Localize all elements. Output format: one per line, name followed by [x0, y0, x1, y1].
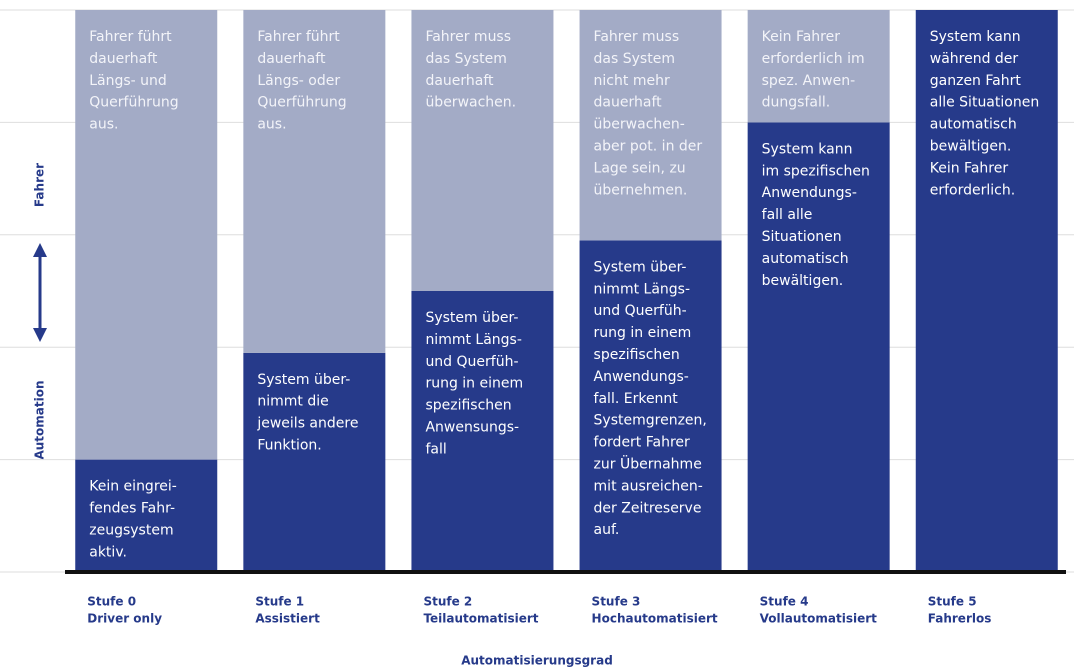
bar-segment	[243, 352, 386, 572]
segment-text: Längs- und	[89, 73, 167, 89]
segment-text: dungsfall.	[762, 95, 831, 111]
segment-text: fendes Fahr-	[89, 501, 175, 517]
bar-segment	[915, 10, 1058, 572]
segment-text: bewältigen.	[762, 273, 844, 289]
y-label-bottom: Automation	[33, 380, 47, 459]
segment-text: Anwendungs-	[762, 185, 857, 201]
segment-text: Funktion.	[257, 438, 321, 454]
segment-text: automatisch	[762, 251, 849, 267]
segment-text: zur Übernahme	[594, 455, 702, 473]
bar-segment	[243, 10, 386, 353]
segment-text: überwachen-	[594, 117, 685, 133]
segment-text: während der	[930, 51, 1019, 67]
x-tick-label: Stufe 2	[423, 595, 472, 609]
segment-text: spezifischen	[594, 347, 680, 363]
bar-segment	[75, 10, 218, 460]
bar-segment	[75, 459, 218, 572]
segment-text: Lage sein, zu	[594, 160, 686, 176]
segment-text: rung in einem	[594, 325, 692, 341]
segment-text: im spezifischen	[762, 163, 870, 179]
segment-text: und Querfüh-	[594, 303, 687, 319]
x-tick-label: Stufe 3	[592, 595, 641, 609]
x-tick-sublabel: Hochautomatisiert	[592, 612, 718, 626]
segment-text: Kein Fahrer	[930, 160, 1009, 176]
segment-text: das System	[594, 51, 675, 67]
x-tick-sublabel: Fahrerlos	[928, 612, 992, 626]
segment-text: System kann	[762, 141, 853, 157]
segment-text: System über-	[257, 372, 350, 388]
segment-text: dauerhaft	[257, 51, 326, 67]
segment-text: erforderlich.	[930, 182, 1015, 198]
segment-text: System über-	[594, 259, 687, 275]
bar-segment	[411, 291, 554, 572]
x-tick-label: Stufe 5	[928, 595, 977, 609]
segment-text: Systemgrenzen,	[594, 413, 707, 429]
segment-text: der Zeitreserve	[594, 500, 702, 516]
segment-text: rung in einem	[425, 376, 523, 392]
segment-text: System kann	[930, 29, 1021, 45]
segment-text: Fahrer führt	[257, 29, 340, 45]
x-tick-label: Stufe 0	[87, 595, 136, 609]
segment-text: auf.	[594, 522, 620, 538]
segment-text: Anwendungs-	[594, 369, 689, 385]
segment-text: nimmt Längs-	[594, 281, 690, 297]
bar-segment	[747, 10, 890, 123]
segment-text: ganzen Fahrt	[930, 73, 1022, 89]
segment-text: fall. Erkennt	[594, 391, 679, 407]
segment-text: mit ausreichen-	[594, 478, 703, 494]
x-tick-label: Stufe 4	[760, 595, 809, 609]
segment-text: übernehmen.	[594, 182, 688, 198]
segment-text: Kein Fahrer	[762, 29, 841, 45]
segment-text: überwachen.	[425, 95, 516, 111]
segment-text: nimmt Längs-	[425, 332, 521, 348]
segment-text: aber pot. in der	[594, 139, 703, 155]
segment-text: dauerhaft	[425, 73, 494, 89]
x-tick-sublabel: Assistiert	[255, 612, 320, 626]
y-arrow	[33, 243, 47, 342]
x-tick-label: Stufe 1	[255, 595, 304, 609]
x-tick-sublabel: Vollautomatisiert	[760, 612, 877, 626]
segment-text: dauerhaft	[594, 95, 663, 111]
segment-text: nimmt die	[257, 394, 328, 410]
segment-text: Situationen	[762, 229, 842, 245]
segment-text: zeugsystem	[89, 522, 173, 538]
x-tick-sublabel: Teilautomatisiert	[423, 612, 538, 626]
bar-segment	[747, 122, 890, 573]
segment-text: Querführung	[89, 95, 178, 111]
segment-text: bewältigen.	[930, 139, 1012, 155]
segment-text: erforderlich im	[762, 51, 865, 67]
segment-text: System über-	[425, 310, 518, 326]
x-tick-sublabel: Driver only	[87, 612, 162, 626]
x-axis-title: Automatisierungsgrad	[461, 654, 613, 668]
segment-text: Längs- oder	[257, 73, 340, 89]
segment-text: das System	[425, 51, 506, 67]
segment-text: Kein eingrei-	[89, 479, 177, 495]
bar-segment	[579, 240, 722, 573]
segment-text: nicht mehr	[594, 73, 670, 89]
segment-text: fordert Fahrer	[594, 435, 690, 451]
segment-text: aktiv.	[89, 544, 127, 560]
segment-text: automatisch	[930, 117, 1017, 133]
segment-text: jeweils andere	[256, 416, 358, 432]
bar-segment	[411, 10, 554, 291]
segment-text: Fahrer muss	[425, 29, 511, 45]
segment-text: Querführung	[257, 95, 346, 111]
segment-text: alle Situationen	[930, 95, 1039, 111]
segment-text: aus.	[257, 117, 286, 133]
segment-text: Anwensungs-	[425, 420, 519, 436]
segment-text: fall	[425, 441, 446, 457]
bar-segment	[579, 10, 722, 241]
segment-text: und Querfüh-	[425, 354, 518, 370]
segment-text: aus.	[89, 117, 118, 133]
segment-text: spezifischen	[425, 398, 511, 414]
segment-text: Fahrer führt	[89, 29, 172, 45]
segment-text: Fahrer muss	[594, 29, 680, 45]
y-label-top: Fahrer	[33, 163, 47, 207]
segment-text: fall alle	[762, 207, 813, 223]
segment-text: dauerhaft	[89, 51, 158, 67]
segment-text: spez. Anwen-	[762, 73, 855, 89]
